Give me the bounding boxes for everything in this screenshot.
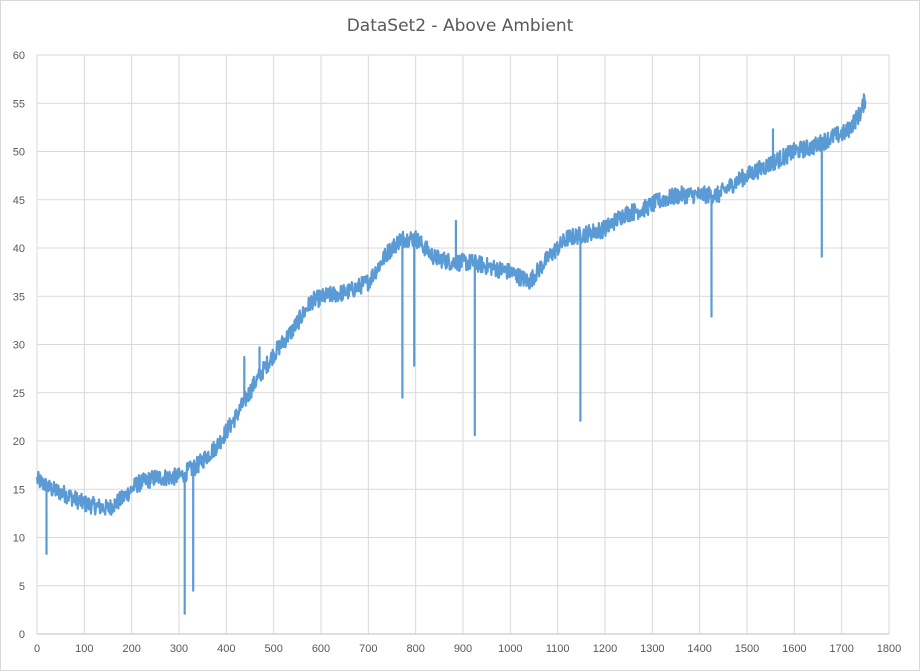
series-group (35, 93, 867, 615)
y-tick-label: 20 (13, 436, 25, 448)
y-tick-label: 0 (19, 629, 25, 641)
x-tick-label: 1700 (829, 643, 853, 655)
x-tick-label: 700 (359, 643, 377, 655)
x-tick-label: 200 (122, 643, 140, 655)
x-tick-label: 1200 (593, 643, 617, 655)
y-tick-label: 45 (13, 195, 25, 207)
x-tick-label: 600 (312, 643, 330, 655)
y-tick-label: 30 (13, 340, 25, 352)
y-tick-label: 60 (13, 50, 25, 62)
y-tick-label: 10 (13, 533, 25, 545)
chart-title: DataSet2 - Above Ambient (346, 16, 574, 36)
x-tick-label: 1300 (640, 643, 664, 655)
axes (36, 55, 889, 635)
x-tick-label: 400 (217, 643, 235, 655)
x-tick-label: 900 (454, 643, 472, 655)
x-tick-label: 1600 (782, 643, 806, 655)
y-tick-label: 50 (13, 147, 25, 159)
x-tick-label: 1000 (498, 643, 522, 655)
y-tick-label: 15 (13, 484, 25, 496)
x-tick-label: 1100 (546, 643, 570, 655)
y-tick-label: 55 (13, 98, 25, 110)
y-tick-label: 25 (13, 388, 25, 400)
x-tick-label: 100 (75, 643, 93, 655)
series-line (35, 93, 867, 615)
x-tick-label: 0 (34, 643, 40, 655)
x-tick-label: 300 (170, 643, 188, 655)
x-tick-label: 800 (406, 643, 424, 655)
grid-lines (37, 54, 890, 634)
y-tick-label: 5 (19, 581, 25, 593)
y-tick-label: 35 (13, 291, 25, 303)
y-tick-label: 40 (13, 243, 25, 255)
x-tick-label: 500 (264, 643, 282, 655)
x-tick-label: 1800 (877, 643, 901, 655)
x-tick-label: 1500 (735, 643, 759, 655)
x-tick-label: 1400 (687, 643, 711, 655)
